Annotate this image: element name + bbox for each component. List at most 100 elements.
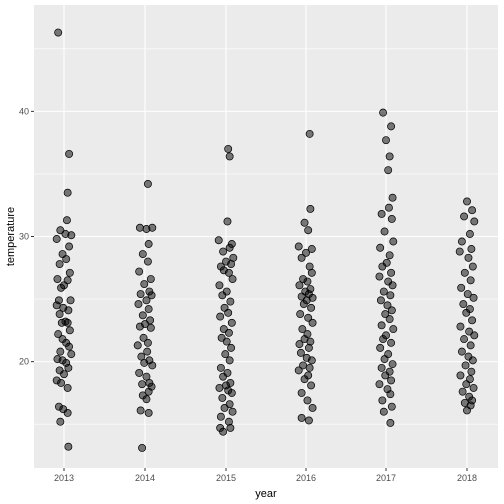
data-point bbox=[380, 355, 389, 364]
data-point bbox=[227, 388, 236, 397]
data-point bbox=[143, 179, 152, 188]
data-point bbox=[220, 403, 229, 412]
data-point bbox=[304, 226, 313, 235]
data-point bbox=[304, 343, 313, 352]
data-point bbox=[223, 217, 232, 226]
data-point bbox=[226, 297, 235, 306]
data-point bbox=[147, 291, 156, 300]
data-point bbox=[377, 363, 386, 372]
data-point bbox=[457, 237, 466, 246]
data-point bbox=[225, 356, 234, 365]
data-point bbox=[466, 341, 475, 350]
data-point bbox=[225, 243, 234, 252]
data-point bbox=[56, 347, 65, 356]
data-point bbox=[64, 442, 73, 451]
data-point bbox=[375, 380, 384, 389]
data-point bbox=[63, 318, 72, 327]
data-point bbox=[468, 206, 477, 215]
data-point bbox=[295, 281, 304, 290]
data-point bbox=[140, 280, 149, 288]
data-point bbox=[144, 408, 153, 417]
data-point bbox=[52, 301, 61, 310]
data-point bbox=[469, 383, 478, 392]
data-point bbox=[463, 197, 471, 206]
x-tick-label: 2018 bbox=[457, 473, 477, 483]
x-tick-label: 2015 bbox=[216, 473, 236, 483]
data-point bbox=[381, 310, 390, 319]
data-point bbox=[224, 308, 233, 317]
data-point bbox=[224, 144, 233, 153]
data-point bbox=[65, 149, 74, 158]
data-point bbox=[470, 217, 479, 226]
data-point bbox=[140, 358, 149, 367]
data-point bbox=[216, 312, 225, 321]
data-point bbox=[297, 414, 306, 422]
data-point bbox=[379, 335, 388, 344]
data-point bbox=[138, 250, 147, 258]
data-point bbox=[296, 348, 305, 357]
data-point bbox=[381, 371, 390, 380]
data-point bbox=[55, 260, 64, 268]
y-tick-label: 20 bbox=[19, 357, 29, 367]
data-point bbox=[307, 356, 316, 365]
data-point bbox=[133, 341, 142, 350]
data-point bbox=[218, 291, 227, 300]
data-point bbox=[385, 152, 394, 161]
data-point bbox=[464, 253, 473, 262]
data-point bbox=[143, 347, 152, 356]
data-point bbox=[461, 361, 470, 370]
data-point bbox=[65, 242, 74, 251]
data-point bbox=[376, 296, 385, 305]
data-point bbox=[388, 360, 397, 369]
data-point bbox=[467, 245, 476, 253]
data-point bbox=[65, 268, 74, 277]
data-point bbox=[144, 305, 153, 314]
data-point bbox=[219, 247, 228, 256]
data-point bbox=[65, 342, 74, 351]
data-point bbox=[219, 372, 228, 381]
data-point bbox=[142, 296, 151, 305]
data-point bbox=[52, 235, 61, 243]
data-point bbox=[469, 293, 478, 302]
data-point bbox=[387, 268, 396, 277]
data-point bbox=[386, 291, 395, 300]
data-point bbox=[300, 375, 309, 384]
data-point bbox=[67, 231, 76, 240]
data-point bbox=[385, 251, 394, 260]
data-point bbox=[457, 283, 466, 292]
data-point bbox=[304, 416, 313, 425]
data-point bbox=[226, 424, 235, 432]
data-point bbox=[305, 363, 314, 372]
data-point bbox=[135, 267, 144, 276]
x-tick-label: 2014 bbox=[135, 473, 155, 483]
x-tick-label: 2016 bbox=[296, 473, 316, 483]
data-point bbox=[389, 325, 398, 334]
data-point bbox=[219, 427, 228, 436]
data-point bbox=[60, 370, 68, 379]
data-point bbox=[146, 275, 155, 283]
data-point bbox=[65, 326, 74, 335]
x-axis-title: year bbox=[255, 488, 277, 500]
data-point bbox=[307, 303, 316, 312]
data-point bbox=[379, 287, 388, 296]
data-point bbox=[380, 227, 389, 236]
data-point bbox=[304, 313, 313, 322]
data-point bbox=[379, 407, 388, 416]
data-point bbox=[57, 283, 66, 292]
data-point bbox=[215, 383, 224, 392]
data-point bbox=[300, 218, 309, 227]
data-point bbox=[57, 378, 66, 387]
data-point bbox=[307, 245, 316, 253]
data-point bbox=[387, 306, 396, 315]
data-point bbox=[146, 323, 155, 332]
data-point bbox=[224, 328, 233, 337]
data-point bbox=[306, 205, 315, 213]
data-point bbox=[376, 243, 385, 252]
data-point bbox=[135, 223, 144, 232]
data-point bbox=[462, 308, 471, 317]
data-point bbox=[375, 272, 384, 281]
data-point bbox=[297, 253, 306, 262]
data-point bbox=[227, 318, 236, 327]
data-point bbox=[63, 188, 72, 197]
